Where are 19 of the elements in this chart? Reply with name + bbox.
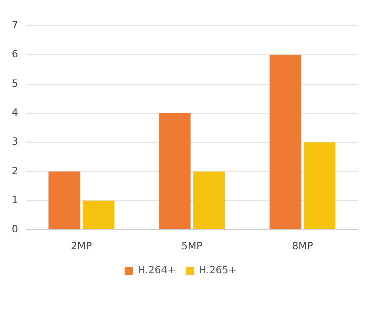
y-tick-label: 0 [12,224,18,236]
bar [83,200,115,230]
y-tick-label: 3 [12,137,18,148]
y-tick-label: 4 [12,108,18,120]
bar [270,55,302,230]
y-tick-label: 7 [12,20,18,32]
legend-label: H.264+ [138,266,176,277]
bar [159,113,191,230]
bar [48,172,80,230]
x-tick-label: 8MP [292,242,314,253]
bar [304,142,336,230]
y-tick-label: 1 [12,195,18,206]
bar [194,172,226,230]
y-tick-label: 2 [12,166,18,178]
x-tick-label: 2MP [71,242,92,253]
x-tick-label: 5MP [182,242,203,253]
y-tick-label: 6 [12,50,18,61]
legend-label: H.265+ [199,266,237,277]
y-tick-label: 5 [12,78,18,90]
